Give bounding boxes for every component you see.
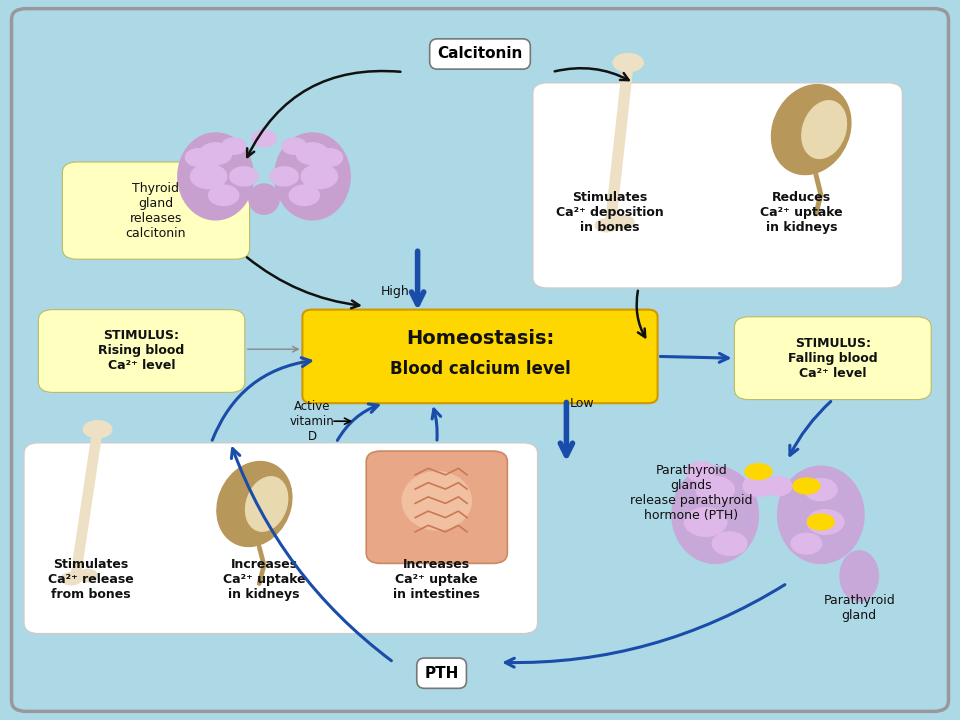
Ellipse shape (297, 143, 328, 165)
Ellipse shape (696, 477, 734, 503)
Ellipse shape (217, 462, 292, 546)
Text: Thyroid
gland
releases
calcitonin: Thyroid gland releases calcitonin (126, 181, 186, 240)
FancyBboxPatch shape (38, 310, 245, 392)
Ellipse shape (77, 570, 98, 582)
Ellipse shape (282, 138, 306, 154)
FancyBboxPatch shape (367, 451, 507, 563)
Ellipse shape (246, 477, 288, 531)
Ellipse shape (807, 510, 844, 534)
Ellipse shape (712, 532, 747, 555)
Text: Parathyroid
gland: Parathyroid gland (824, 595, 895, 622)
Ellipse shape (208, 185, 239, 205)
Ellipse shape (317, 148, 343, 166)
Text: Increases
Ca²⁺ uptake
in kidneys: Increases Ca²⁺ uptake in kidneys (223, 558, 305, 601)
Ellipse shape (402, 472, 471, 530)
Ellipse shape (275, 133, 350, 220)
Ellipse shape (772, 85, 851, 174)
Text: Calcitonin: Calcitonin (438, 47, 522, 61)
Ellipse shape (60, 572, 82, 585)
Text: Parathyroid
glands
release parathyroid
hormone (PTH): Parathyroid glands release parathyroid h… (630, 464, 753, 522)
Ellipse shape (270, 167, 299, 186)
Ellipse shape (200, 143, 231, 165)
Text: Increases
Ca²⁺ uptake
in intestines: Increases Ca²⁺ uptake in intestines (394, 558, 480, 601)
Ellipse shape (252, 130, 276, 147)
Ellipse shape (222, 138, 246, 154)
Ellipse shape (763, 477, 792, 495)
Text: Active
vitamin
D: Active vitamin D (290, 400, 334, 443)
Text: Blood calcium level: Blood calcium level (390, 360, 570, 379)
Ellipse shape (185, 148, 211, 166)
FancyBboxPatch shape (533, 83, 902, 288)
Ellipse shape (743, 476, 774, 496)
FancyBboxPatch shape (24, 443, 538, 634)
Ellipse shape (807, 514, 834, 530)
Ellipse shape (249, 184, 279, 214)
Text: Stimulates
Ca²⁺ release
from bones: Stimulates Ca²⁺ release from bones (48, 558, 134, 601)
FancyArrowPatch shape (76, 432, 97, 576)
Ellipse shape (672, 467, 758, 563)
Ellipse shape (178, 133, 253, 220)
Ellipse shape (684, 508, 727, 536)
Ellipse shape (686, 462, 715, 482)
Ellipse shape (84, 420, 112, 438)
Text: Low: Low (569, 397, 594, 410)
Text: STIMULUS:
Rising blood
Ca²⁺ level: STIMULUS: Rising blood Ca²⁺ level (99, 330, 184, 372)
Text: Homeostasis:: Homeostasis: (406, 329, 554, 348)
Ellipse shape (840, 551, 878, 601)
Ellipse shape (793, 478, 820, 494)
Ellipse shape (791, 534, 822, 554)
Ellipse shape (289, 185, 320, 205)
Text: STIMULUS:
Falling blood
Ca²⁺ level: STIMULUS: Falling blood Ca²⁺ level (788, 337, 877, 379)
Ellipse shape (229, 167, 258, 186)
Ellipse shape (778, 467, 864, 563)
Ellipse shape (301, 164, 338, 189)
Text: PTH: PTH (424, 666, 459, 680)
Ellipse shape (190, 164, 227, 189)
Text: Stimulates
Ca²⁺ deposition
in bones: Stimulates Ca²⁺ deposition in bones (556, 191, 663, 234)
FancyBboxPatch shape (734, 317, 931, 400)
Ellipse shape (802, 101, 847, 158)
FancyBboxPatch shape (302, 310, 658, 403)
Ellipse shape (745, 464, 772, 480)
FancyBboxPatch shape (62, 162, 250, 259)
Text: High: High (381, 285, 410, 298)
Ellipse shape (612, 216, 634, 229)
Ellipse shape (613, 53, 643, 72)
Ellipse shape (804, 479, 837, 500)
Ellipse shape (595, 219, 616, 232)
FancyArrowPatch shape (611, 66, 628, 222)
Text: Reduces
Ca²⁺ uptake
in kidneys: Reduces Ca²⁺ uptake in kidneys (760, 191, 843, 234)
